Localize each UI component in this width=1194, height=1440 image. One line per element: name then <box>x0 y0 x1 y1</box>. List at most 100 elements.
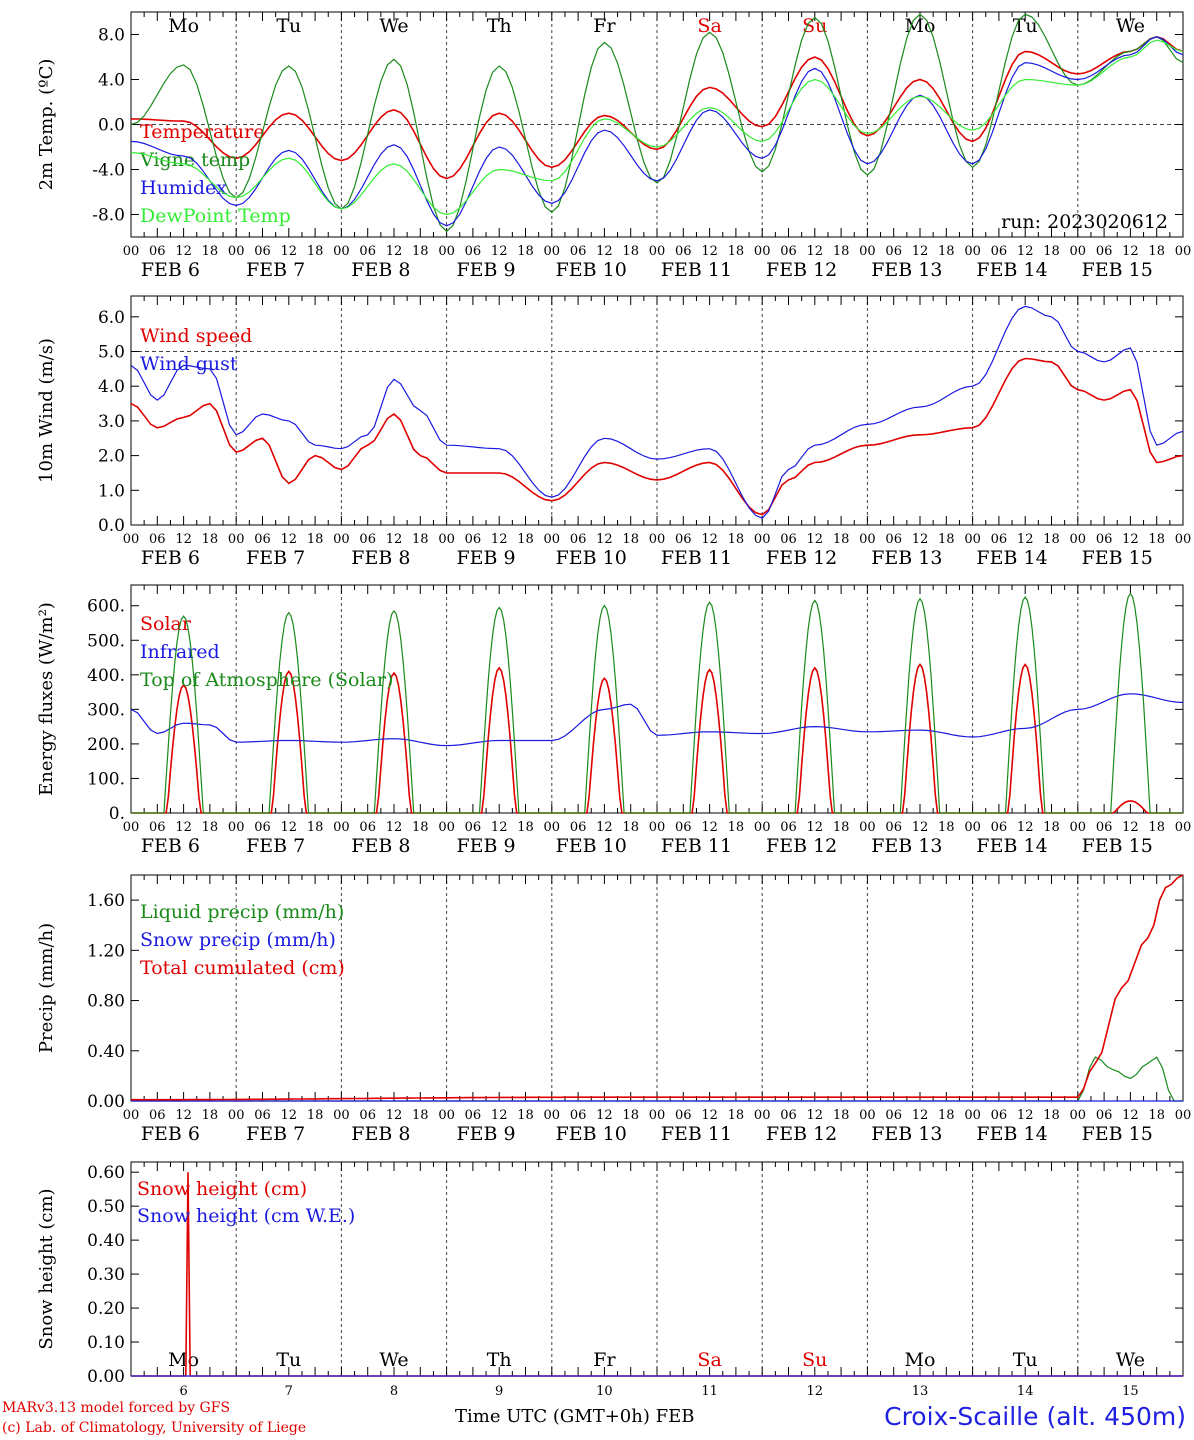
hour-tick-label: 00 <box>438 532 455 547</box>
hour-tick-label: 00 <box>1175 820 1192 835</box>
date-label: FEB 8 <box>351 1123 410 1145</box>
y-tick-label: 1.0 <box>98 481 125 501</box>
y-tick-label: 400. <box>87 666 125 686</box>
hour-tick-label: 18 <box>1148 532 1165 547</box>
hour-tick-label: 12 <box>701 1108 718 1123</box>
legend-total-cumulated-cm-: Total cumulated (cm) <box>140 957 345 979</box>
legend-wind-gust: Wind gust <box>140 353 238 375</box>
y-tick-label: 3.0 <box>98 412 125 432</box>
hour-tick-label: 00 <box>859 1108 876 1123</box>
day-of-week-label: Mo <box>905 1349 936 1371</box>
day-of-week-label: Th <box>487 1349 512 1371</box>
hour-tick-label: 12 <box>175 532 192 547</box>
day-of-week-label: Sa <box>697 15 721 37</box>
hour-tick-label: 18 <box>833 532 850 547</box>
date-label: FEB 6 <box>141 259 200 281</box>
hour-tick-label: 18 <box>938 1108 955 1123</box>
legend-vigne-temp: Vigne temp <box>139 149 250 171</box>
hour-tick-label: 12 <box>175 820 192 835</box>
legend-liquid-precip-mm-h-: Liquid precip (mm/h) <box>140 901 344 923</box>
hour-tick-label: 06 <box>675 820 692 835</box>
hour-tick-label: 12 <box>1017 532 1034 547</box>
y-axis-label: 10m Wind (m/s) <box>36 338 57 483</box>
date-label: FEB 13 <box>871 259 942 281</box>
hour-tick-label: 18 <box>202 1108 219 1123</box>
day-number-label: 6 <box>179 1384 187 1399</box>
day-of-week-label: Mo <box>905 15 936 37</box>
legend-wind-speed: Wind speed <box>140 325 252 347</box>
hour-tick-label: 12 <box>912 1108 929 1123</box>
hour-tick-label: 12 <box>1017 244 1034 259</box>
day-of-week-label: Fr <box>593 1349 616 1371</box>
hour-tick-label: 00 <box>1175 244 1192 259</box>
hour-tick-label: 06 <box>780 1108 797 1123</box>
hour-tick-label: 12 <box>701 820 718 835</box>
hour-tick-label: 00 <box>649 820 666 835</box>
y-tick-label: 0.0 <box>98 516 125 536</box>
series-line-wind-gust <box>130 305 1184 519</box>
hour-tick-label: 00 <box>333 1108 350 1123</box>
day-number-label: 7 <box>285 1384 293 1399</box>
hour-tick-label: 00 <box>754 1108 771 1123</box>
y-tick-label: 8.0 <box>98 26 125 46</box>
hour-tick-label: 06 <box>570 820 587 835</box>
hour-tick-label: 00 <box>649 244 666 259</box>
hour-tick-label: 06 <box>149 820 166 835</box>
hour-tick-label: 00 <box>438 244 455 259</box>
hour-tick-label: 12 <box>386 820 403 835</box>
hour-tick-label: 12 <box>175 244 192 259</box>
hour-tick-label: 18 <box>1043 1108 1060 1123</box>
hour-tick-label: 06 <box>359 820 376 835</box>
hour-tick-label: 00 <box>544 820 561 835</box>
run-label: run: 2023020612 <box>1001 211 1168 233</box>
hour-tick-label: 18 <box>622 820 639 835</box>
y-tick-label: 6.0 <box>98 308 125 328</box>
hour-tick-label: 06 <box>570 532 587 547</box>
hour-tick-label: 06 <box>254 1108 271 1123</box>
hour-tick-label: 12 <box>1017 1108 1034 1123</box>
y-tick-label: 200. <box>87 735 125 755</box>
hour-tick-label: 12 <box>491 532 508 547</box>
series-line-total-cumulated-cm- <box>131 874 1184 1101</box>
hour-tick-label: 00 <box>544 1108 561 1123</box>
date-label: FEB 13 <box>871 835 942 857</box>
date-label: FEB 11 <box>661 1123 732 1145</box>
day-number-label: 15 <box>1122 1384 1139 1399</box>
date-label: FEB 14 <box>976 547 1047 569</box>
y-tick-label: 4.0 <box>98 377 125 397</box>
hour-tick-label: 06 <box>1096 532 1113 547</box>
day-number-label: 11 <box>701 1384 718 1399</box>
day-number-label: 10 <box>596 1384 613 1399</box>
hour-tick-label: 06 <box>675 244 692 259</box>
hour-tick-label: 18 <box>728 820 745 835</box>
date-label: FEB 8 <box>351 835 410 857</box>
date-label: FEB 10 <box>556 259 627 281</box>
hour-tick-label: 00 <box>123 1108 140 1123</box>
y-tick-label: 0.80 <box>87 992 125 1012</box>
hour-tick-label: 00 <box>1175 532 1192 547</box>
hour-tick-label: 12 <box>596 820 613 835</box>
hour-tick-label: 06 <box>359 244 376 259</box>
hour-tick-label: 00 <box>438 820 455 835</box>
day-number-label: 8 <box>390 1384 398 1399</box>
series-line-vigne-temp <box>130 13 1184 233</box>
hour-tick-label: 12 <box>1017 820 1034 835</box>
hour-tick-label: 06 <box>991 1108 1008 1123</box>
legend-snow-height-cm-w-e-: Snow height (cm W.E.) <box>137 1205 355 1227</box>
y-tick-label: 0.30 <box>87 1265 125 1285</box>
hour-tick-label: 12 <box>807 820 824 835</box>
date-label: FEB 8 <box>351 259 410 281</box>
date-label: FEB 14 <box>976 259 1047 281</box>
hour-tick-label: 18 <box>412 1108 429 1123</box>
hour-tick-label: 06 <box>885 1108 902 1123</box>
hour-tick-label: 12 <box>386 244 403 259</box>
hour-tick-label: 18 <box>307 820 324 835</box>
hour-tick-label: 18 <box>1043 820 1060 835</box>
y-tick-label: 0.60 <box>87 1163 125 1183</box>
date-label: FEB 12 <box>766 547 837 569</box>
hour-tick-label: 00 <box>964 532 981 547</box>
hour-tick-label: 00 <box>754 244 771 259</box>
y-tick-label: 0. <box>109 804 125 824</box>
hour-tick-label: 12 <box>491 244 508 259</box>
hour-tick-label: 06 <box>149 532 166 547</box>
